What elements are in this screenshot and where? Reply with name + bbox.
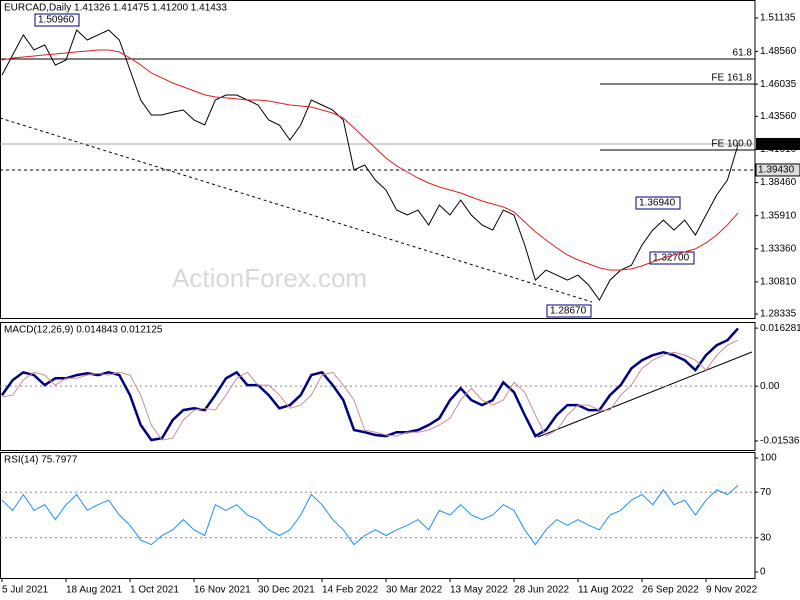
x-tick-label: 26 Sep 2022 [642,585,699,596]
fib-level-label: FE 161.8 [711,73,752,84]
y-tick-label: 1.35910 [760,210,797,221]
x-tick-label: 13 May 2022 [450,585,508,596]
price-level-label: 1.39430 [758,165,795,176]
y-tick-label: 0.016281 [760,323,800,334]
x-tick-label: 11 Aug 2022 [578,585,634,596]
annotation-box [649,251,695,265]
x-tick-label: 18 Aug 2021 [66,585,123,596]
y-tick-label: 0.00 [760,381,780,392]
annotation-label: 1.28670 [550,306,587,317]
y-tick-label: 1.48560 [760,46,797,57]
y-tick-label: 1.38460 [760,177,797,188]
y-tick-label: 0 [760,567,766,578]
x-tick-label: 16 Nov 2021 [194,585,251,596]
x-tick-label: 1 Oct 2021 [130,585,179,596]
macd-trend-line [537,351,753,438]
watermark: ActionForex.com [172,263,367,293]
series-line [1,485,739,546]
trend-line [0,117,593,303]
annotation-label: 1.32700 [653,253,690,264]
annotation-label: 1.50960 [38,15,75,26]
annotation-box [34,13,80,27]
y-tick-label: 30 [760,532,772,543]
series-line [0,327,739,442]
y-tick-label: 70 [760,487,772,498]
series-line [1,49,739,271]
y-tick-label: 1.30810 [760,277,797,288]
panel-frame [0,452,756,579]
x-tick-label: 30 Dec 2021 [258,585,315,596]
y-tick-label: -0.015362 [760,436,800,447]
y-tick-label: 100 [760,453,777,464]
y-tick-label: 1.28335 [760,309,797,320]
price-box [755,163,800,177]
panel-title: MACD(12,26,9) 0.014843 0.012125 [4,325,163,336]
y-tick-label: 1.51135 [760,13,796,24]
fib-level-label: FE 100.0 [711,139,752,150]
last-price-label: 1.41433 [758,139,795,150]
annotation-box [546,304,592,318]
series-line [1,339,739,441]
annotation-label: 1.36940 [639,198,676,209]
panel-title: EURCAD,Daily 1.41326 1.41475 1.41200 1.4… [4,3,227,14]
y-tick-label: 1.46035 [760,79,797,90]
panel-title: RSI(14) 75.7977 [4,455,78,466]
y-tick-label: 1.43560 [760,111,797,122]
annotation-box [635,196,681,210]
panel-frame [0,0,756,319]
last-price-box [756,137,800,150]
x-tick-label: 9 Nov 2022 [706,585,758,596]
x-tick-label: 5 Jul 2021 [2,585,49,596]
x-tick-label: 28 Jun 2022 [514,585,569,596]
x-tick-label: 30 Mar 2022 [386,585,443,596]
fib-level-label: 61.8 [733,48,753,59]
x-tick-label: 14 Feb 2022 [322,585,379,596]
y-tick-label: 1.33360 [760,243,797,254]
